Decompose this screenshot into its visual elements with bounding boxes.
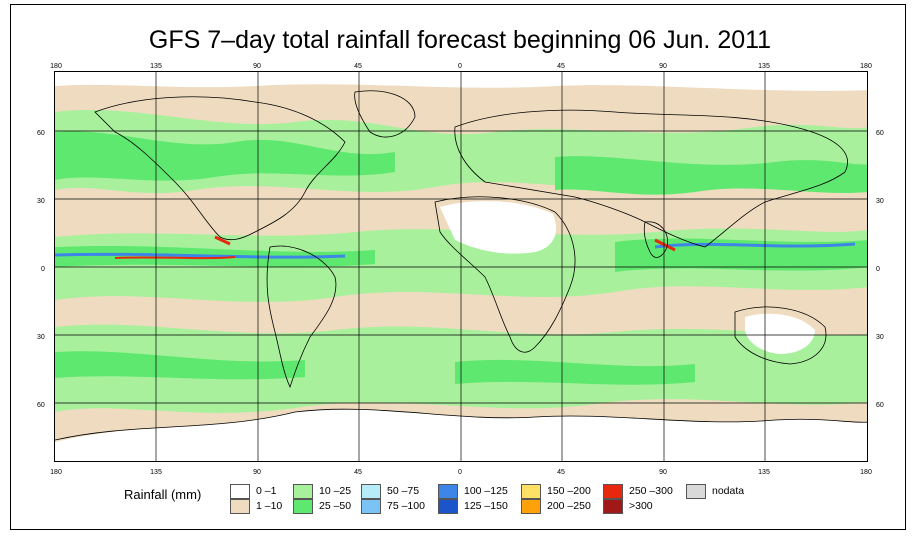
lat-tick-right: 30 [876, 334, 884, 341]
map-title: GFS 7–day total rainfall forecast beginn… [148, 26, 772, 54]
lon-tick-bottom: 90 [253, 469, 261, 476]
legend-swatch-50-75 [361, 484, 381, 499]
indopacific-heavy [654, 242, 856, 249]
lon-tick-top: 90 [253, 63, 261, 70]
lat-tick-left: 0 [41, 266, 45, 273]
legend-label: 10 –25 [319, 485, 352, 497]
lon-tick-top: 135 [758, 63, 770, 70]
lon-tick-bottom: 0 [458, 469, 462, 476]
lon-tick-bottom: 180 [50, 469, 62, 476]
lat-tick-left: 30 [37, 198, 45, 205]
lon-tick-bottom: 135 [758, 469, 770, 476]
legend-label: 125 –150 [464, 500, 508, 512]
legend-label: 75 –100 [387, 500, 425, 512]
legend-swatch-300-plus [603, 499, 623, 514]
lon-tick-top: 180 [860, 63, 872, 70]
lat-tick-right: 60 [876, 130, 884, 137]
lon-tick-bottom: 180 [860, 469, 872, 476]
lon-tick-bottom: 45 [354, 469, 362, 476]
legend-swatch-250-300 [603, 484, 623, 499]
lon-tick-top: 135 [150, 63, 162, 70]
central-america-extreme [214, 235, 231, 246]
south-indian-band [455, 359, 695, 385]
lon-tick-bottom: 135 [150, 469, 162, 476]
rainfall-map [54, 71, 868, 462]
lon-tick-bottom: 45 [557, 469, 565, 476]
legend-swatch-150-200 [521, 484, 541, 499]
legend-swatch-100-125 [438, 484, 458, 499]
legend-label: 150 –200 [547, 485, 591, 497]
australia-dry [745, 313, 815, 354]
legend-label: nodata [712, 485, 745, 497]
lon-tick-top: 0 [458, 63, 462, 70]
india-coast-extreme [654, 238, 676, 252]
legend-swatch-1-10 [230, 499, 250, 514]
south-pacific-band [55, 351, 305, 380]
asia-rain-band [555, 156, 867, 195]
legend-swatch-25-50 [293, 499, 313, 514]
legend-label: 1 –10 [256, 500, 283, 512]
lat-tick-right: 60 [876, 402, 884, 409]
pacific-itcz-heavy [55, 252, 346, 259]
legend-label: 100 –125 [464, 485, 508, 497]
lat-tick-right: 0 [876, 266, 880, 273]
rainfall-map-svg [55, 72, 867, 461]
lon-tick-top: 90 [659, 63, 667, 70]
lon-tick-bottom: 90 [659, 469, 667, 476]
legend-label: 25 –50 [319, 500, 352, 512]
legend-swatch-75-100 [361, 499, 381, 514]
north-pacific-band [55, 131, 395, 181]
sahara-dry [440, 201, 556, 254]
lat-tick-left: 30 [37, 334, 45, 341]
legend-title: Rainfall (mm) [124, 487, 202, 502]
legend-swatch-200-250 [521, 499, 541, 514]
lon-tick-top: 45 [557, 63, 565, 70]
legend-swatch-nodata [686, 484, 706, 499]
lon-tick-top: 180 [50, 63, 62, 70]
legend-label: 50 –75 [387, 485, 420, 497]
lat-tick-right: 30 [876, 198, 884, 205]
pacific-itcz-extreme [114, 256, 236, 260]
legend-swatch-0-1 [230, 484, 250, 499]
lon-tick-top: 45 [354, 63, 362, 70]
legend-label: 200 –250 [547, 500, 591, 512]
legend-label: 250 –300 [629, 485, 673, 497]
legend-label: 0 –1 [256, 485, 277, 497]
lat-tick-left: 60 [37, 402, 45, 409]
lat-tick-left: 60 [37, 130, 45, 137]
legend-label: >300 [629, 500, 653, 512]
coastlines [55, 90, 867, 441]
legend-swatch-125-150 [438, 499, 458, 514]
legend-swatch-10-25 [293, 484, 313, 499]
graticule [55, 72, 867, 461]
